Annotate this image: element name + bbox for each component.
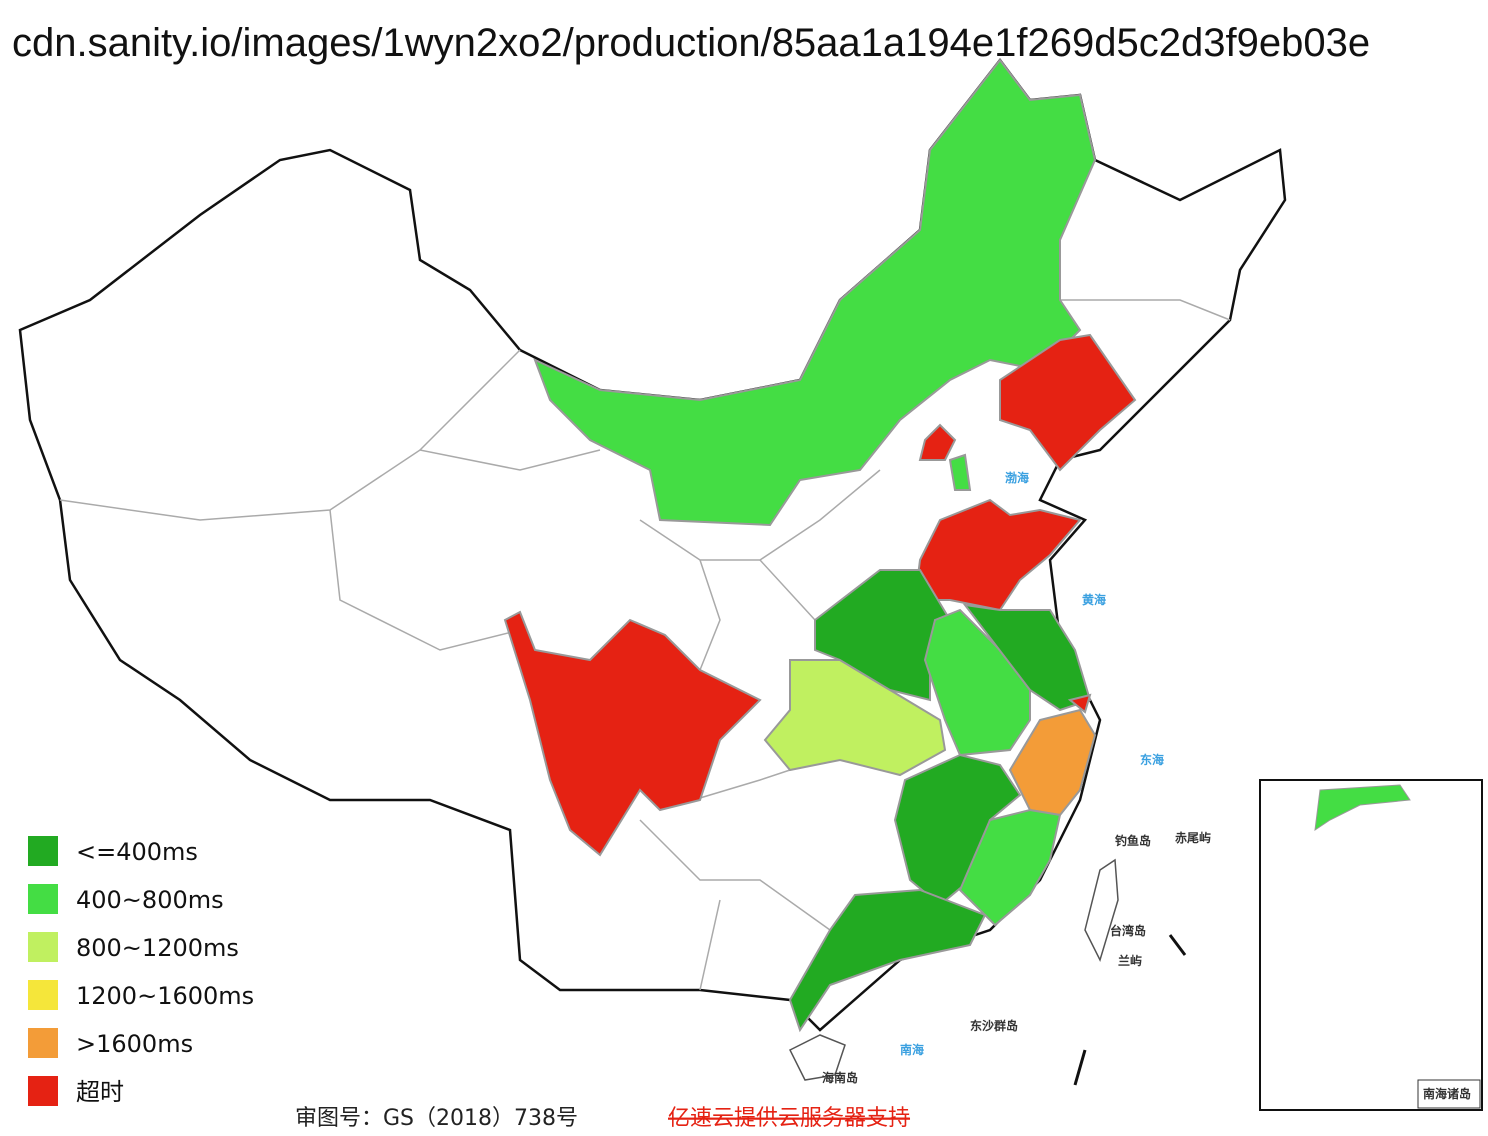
province-beijing — [918, 423, 957, 461]
inset-south-china-sea — [1259, 779, 1483, 1111]
map-label: 渤海 — [1005, 470, 1029, 485]
map-label: 南海 — [900, 1042, 924, 1057]
legend: <=400ms 400~800ms 800~1200ms 1200~1600ms >16… — [28, 836, 254, 1106]
province-fujian — [958, 808, 1062, 927]
province-sichuan — [503, 610, 762, 857]
country-outline — [18, 57, 1287, 1032]
map-label: 钓鱼岛 — [1115, 833, 1151, 848]
china-map — [18, 57, 1287, 1086]
legend-label: >1600ms — [76, 1030, 193, 1058]
legend-label: 超时 — [76, 1078, 124, 1106]
province-jiangsu — [962, 603, 1092, 712]
approval-number: 审图号：GS（2018）738号 — [295, 1106, 578, 1131]
taiwan — [1084, 858, 1119, 963]
map-label: 赤尾屿 — [1175, 830, 1211, 845]
province-henan — [814, 569, 952, 702]
legend-label: 800~1200ms — [76, 934, 239, 962]
map-label: 南海诸岛 — [1423, 1086, 1471, 1101]
map-label: 黄海 — [1082, 592, 1106, 607]
url-title: cdn.sanity.io/images/1wyn2xo2/production… — [12, 21, 1370, 65]
legend-swatch — [28, 980, 58, 1010]
legend-label: 1200~1600ms — [76, 982, 254, 1010]
legend-swatch — [28, 932, 58, 962]
sea-boundary — [1073, 934, 1187, 1086]
legend-label: <=400ms — [76, 838, 198, 866]
province-anhui — [923, 608, 1031, 757]
legend-swatch — [28, 1028, 58, 1058]
map-label: 东沙群岛 — [970, 1018, 1018, 1033]
hainan — [788, 1034, 846, 1081]
legend-label: 400~800ms — [76, 886, 224, 914]
map-label: 兰屿 — [1118, 953, 1142, 968]
province-shandong — [913, 498, 1082, 612]
legend-swatch — [28, 884, 58, 914]
province-liaoning — [999, 333, 1137, 472]
province-tianjin — [948, 453, 972, 491]
map-label: 海南岛 — [822, 1070, 858, 1085]
sponsor-note: 亿速云提供云服务器支持 — [668, 1106, 910, 1131]
legend-swatch — [28, 836, 58, 866]
legend-swatch — [28, 1076, 58, 1106]
province-borders — [59, 299, 1231, 991]
map-label: 台湾岛 — [1110, 923, 1146, 938]
map-label: 东海 — [1140, 752, 1164, 767]
province-shanghai — [1067, 693, 1092, 714]
province-inner-mongolia — [533, 58, 1097, 527]
province-guangdong — [788, 888, 987, 1033]
